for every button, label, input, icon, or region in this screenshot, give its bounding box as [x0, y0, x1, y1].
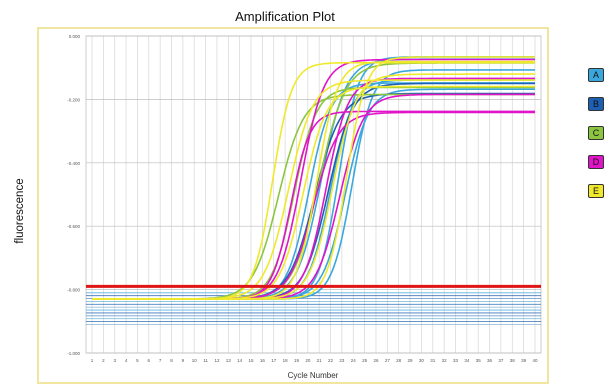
x-tick-label: 28	[396, 358, 402, 363]
x-tick-label: 34	[464, 358, 470, 363]
x-tick-label: 10	[192, 358, 198, 363]
x-tick-label: 26	[373, 358, 379, 363]
x-tick-label: 2	[102, 358, 105, 363]
x-tick-label: 23	[339, 358, 345, 363]
x-tick-label: 13	[226, 358, 232, 363]
x-tick-label: 11	[203, 358, 208, 363]
x-tick-label: 17	[271, 358, 277, 363]
y-tick-label: -1.000	[67, 351, 80, 356]
legend-item-b: B	[588, 97, 604, 111]
x-tick-label: 33	[453, 358, 459, 363]
x-tick-label: 36	[487, 358, 493, 363]
x-tick-label: 31	[430, 358, 436, 363]
plot-frame	[37, 27, 549, 384]
y-tick-label: -0.200	[67, 97, 80, 102]
legend-item-e: E	[588, 184, 604, 198]
x-tick-label: 24	[351, 358, 357, 363]
x-tick-label: 27	[385, 358, 391, 363]
x-tick-label: 37	[498, 358, 504, 363]
y-tick-label: 0.000	[69, 34, 81, 39]
x-tick-label: 29	[408, 358, 414, 363]
legend-item-c: C	[588, 126, 604, 140]
x-tick-label: 38	[510, 358, 516, 363]
x-tick-label: 6	[148, 358, 151, 363]
x-tick-label: 18	[283, 358, 289, 363]
x-tick-label: 5	[136, 358, 139, 363]
x-tick-label: 19	[294, 358, 300, 363]
amplification-curve-e	[92, 56, 535, 300]
x-tick-label: 35	[476, 358, 482, 363]
x-tick-label: 1	[91, 358, 94, 363]
x-tick-label: 21	[317, 358, 323, 363]
y-tick-label: -0.400	[67, 161, 80, 166]
x-tick-label: 16	[260, 358, 266, 363]
x-tick-label: 15	[249, 358, 255, 363]
y-tick-label: -0.800	[67, 288, 80, 293]
x-tick-label: 7	[159, 358, 162, 363]
chart-title: Amplification Plot	[235, 9, 335, 24]
x-tick-label: 14	[237, 358, 243, 363]
x-tick-label: 12	[214, 358, 220, 363]
legend-item-a: A	[588, 68, 604, 82]
x-tick-label: 32	[442, 358, 448, 363]
x-tick-label: 8	[170, 358, 173, 363]
y-tick-label: -0.600	[67, 224, 80, 229]
x-axis-label: Cycle Number	[288, 371, 339, 380]
x-tick-label: 39	[521, 358, 527, 363]
x-tick-label: 22	[328, 358, 334, 363]
legend-item-d: D	[588, 155, 604, 169]
x-tick-label: 20	[305, 358, 311, 363]
x-tick-label: 4	[125, 358, 128, 363]
x-tick-label: 25	[362, 358, 368, 363]
x-tick-label: 3	[113, 358, 116, 363]
x-tick-label: 30	[419, 358, 425, 363]
x-tick-label: 40	[532, 358, 538, 363]
x-tick-label: 9	[182, 358, 185, 363]
